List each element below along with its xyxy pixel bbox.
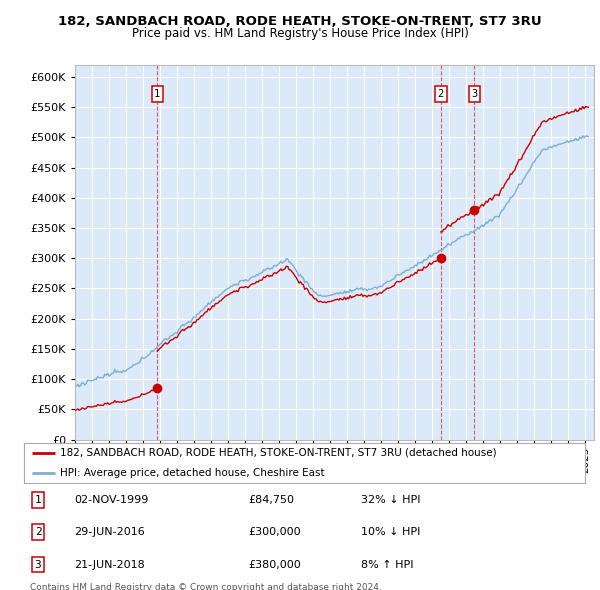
Text: 182, SANDBACH ROAD, RODE HEATH, STOKE-ON-TRENT, ST7 3RU (detached house): 182, SANDBACH ROAD, RODE HEATH, STOKE-ON… (61, 448, 497, 457)
Text: 182, SANDBACH ROAD, RODE HEATH, STOKE-ON-TRENT, ST7 3RU: 182, SANDBACH ROAD, RODE HEATH, STOKE-ON… (58, 15, 542, 28)
Text: 10% ↓ HPI: 10% ↓ HPI (361, 527, 420, 537)
Text: 21-JUN-2018: 21-JUN-2018 (74, 560, 145, 569)
Text: 29-JUN-2016: 29-JUN-2016 (74, 527, 145, 537)
Text: 02-NOV-1999: 02-NOV-1999 (74, 495, 149, 504)
Text: £300,000: £300,000 (248, 527, 301, 537)
Text: 8% ↑ HPI: 8% ↑ HPI (361, 560, 413, 569)
Text: 1: 1 (35, 495, 41, 504)
Text: 2: 2 (437, 89, 444, 99)
Text: £380,000: £380,000 (248, 560, 301, 569)
Text: £84,750: £84,750 (248, 495, 295, 504)
Text: Price paid vs. HM Land Registry's House Price Index (HPI): Price paid vs. HM Land Registry's House … (131, 27, 469, 40)
Text: 3: 3 (471, 89, 478, 99)
Text: 1: 1 (154, 89, 160, 99)
Text: 3: 3 (35, 560, 41, 569)
Text: Contains HM Land Registry data © Crown copyright and database right 2024.: Contains HM Land Registry data © Crown c… (30, 583, 382, 590)
Text: HPI: Average price, detached house, Cheshire East: HPI: Average price, detached house, Ches… (61, 468, 325, 477)
Text: 2: 2 (35, 527, 41, 537)
Text: 32% ↓ HPI: 32% ↓ HPI (361, 495, 420, 504)
